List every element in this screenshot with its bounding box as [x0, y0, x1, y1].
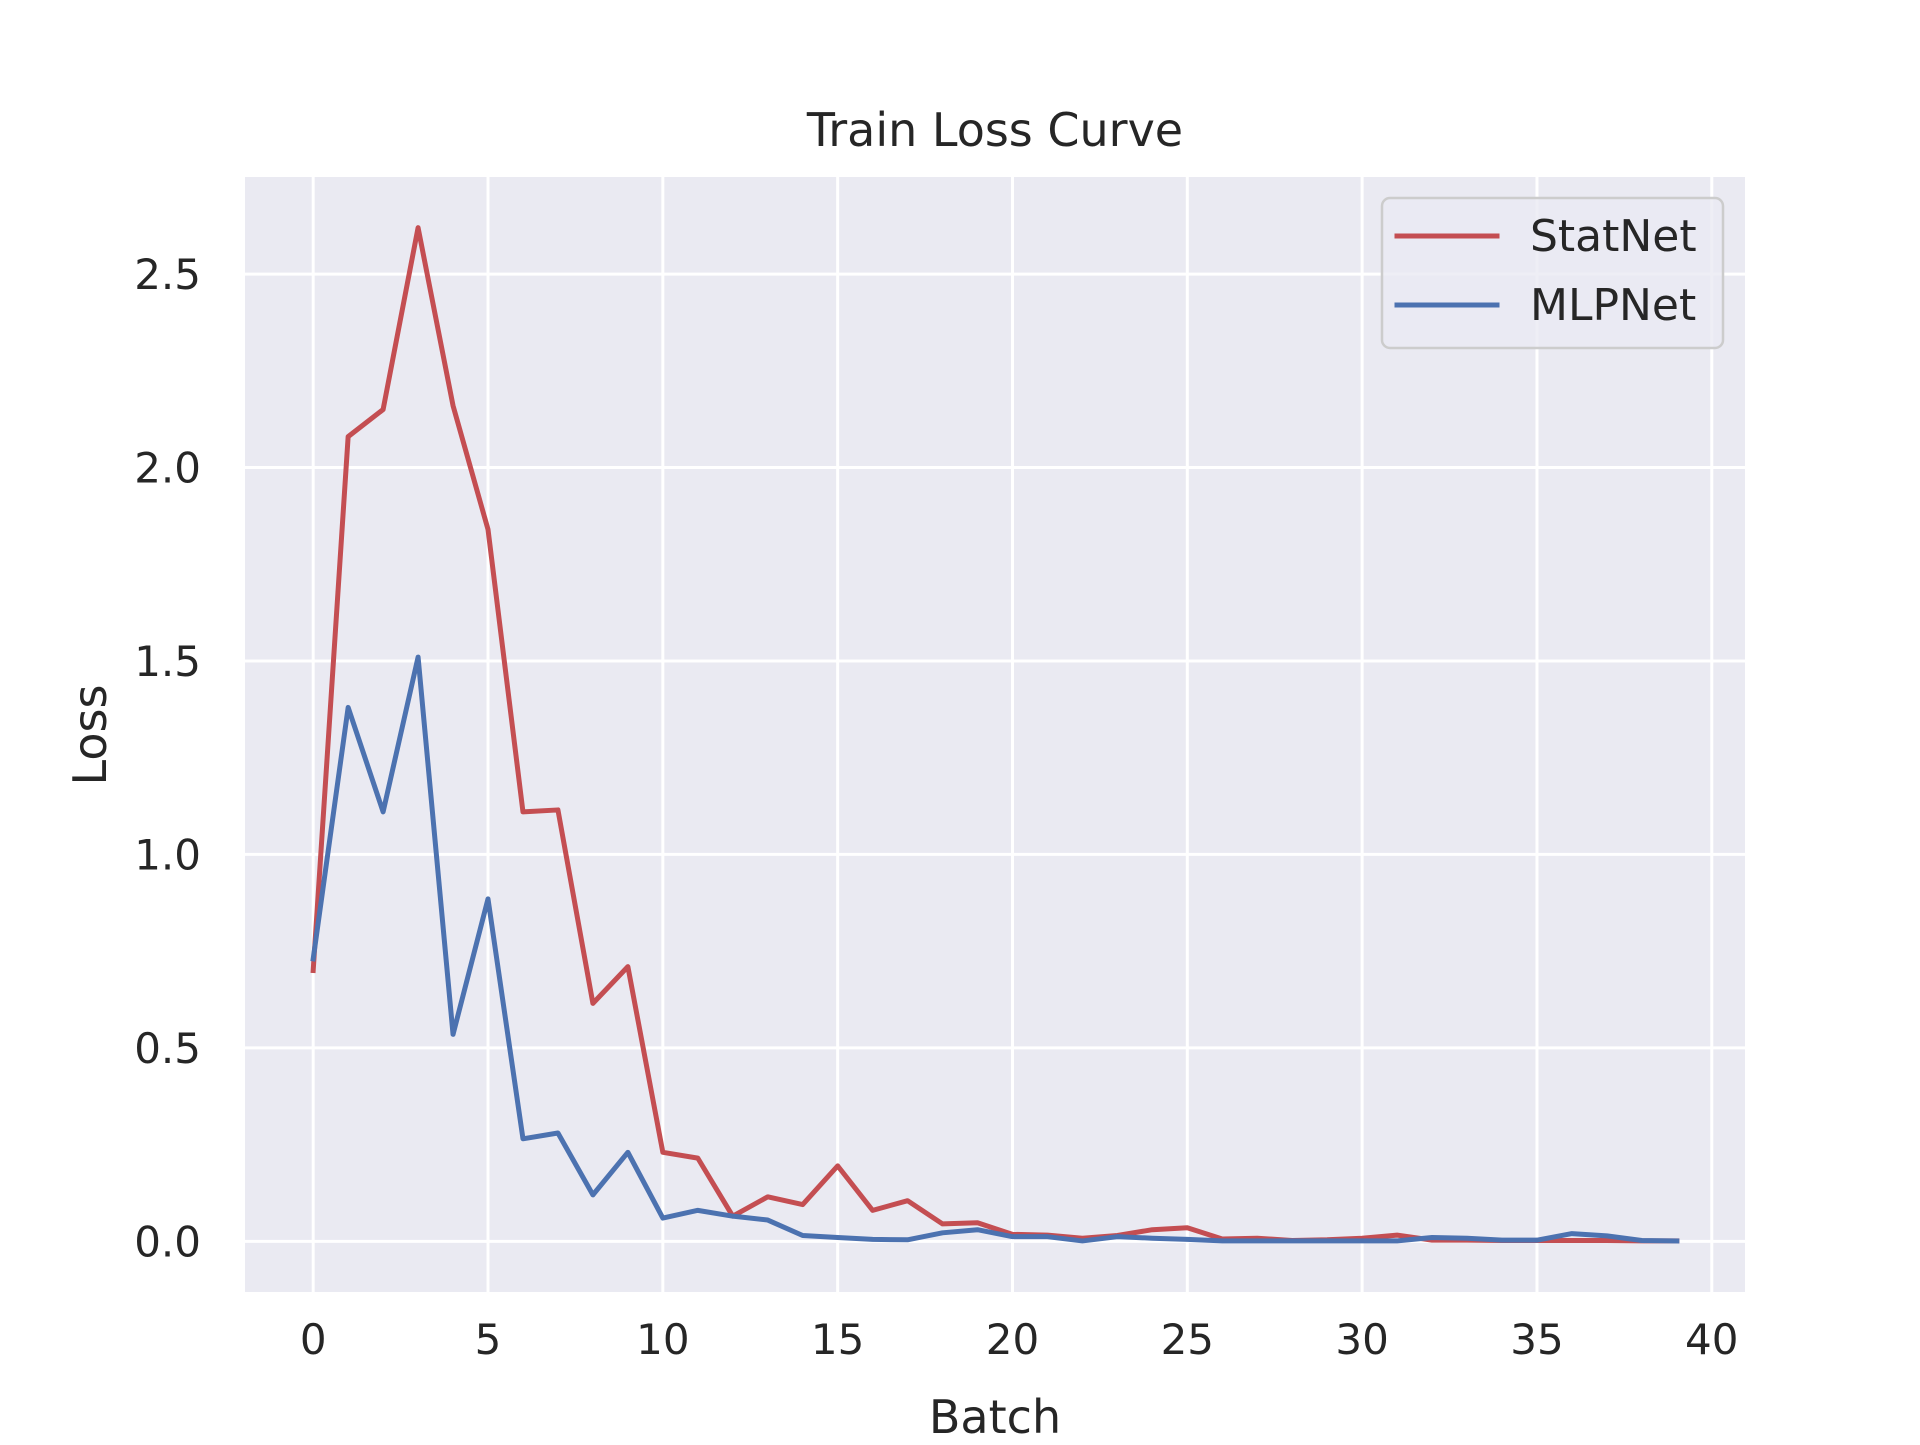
x-tick-label: 35	[1510, 1315, 1563, 1364]
series-lines	[310, 225, 1680, 1244]
y-tick-label: 0.0	[134, 1217, 201, 1266]
x-tick-label: 0	[300, 1315, 327, 1364]
y-tick-label: 2.0	[134, 444, 201, 493]
y-tick-label: 2.5	[134, 250, 201, 299]
y-tick-label: 0.5	[134, 1024, 201, 1073]
x-tick-label: 20	[986, 1315, 1039, 1364]
chart-title: Train Loss Curve	[806, 103, 1183, 157]
legend-label-mlpnet: MLPNet	[1530, 280, 1696, 331]
y-axis-label: Loss	[63, 685, 117, 786]
x-tick-label: 40	[1685, 1315, 1738, 1364]
x-tick-label: 5	[475, 1315, 502, 1364]
x-tick-label: 10	[636, 1315, 689, 1364]
x-tick-label: 15	[811, 1315, 864, 1364]
tick-labels: 0 5 10 15 20 25 30 35 40 0.0 0.5 1.0 1.5 2.0 2.5	[134, 250, 1738, 1364]
y-tick-label: 1.5	[134, 637, 201, 686]
x-tick-label: 25	[1161, 1315, 1214, 1364]
y-tick-label: 1.0	[134, 830, 201, 879]
x-tick-label: 30	[1335, 1315, 1388, 1364]
series-line-mlpnet	[310, 654, 1680, 1244]
x-axis-label: Batch	[929, 1390, 1061, 1440]
plot-background	[245, 177, 1745, 1292]
legend-label-statnet: StatNet	[1530, 211, 1697, 262]
legend: StatNet MLPNet	[1380, 196, 1725, 350]
